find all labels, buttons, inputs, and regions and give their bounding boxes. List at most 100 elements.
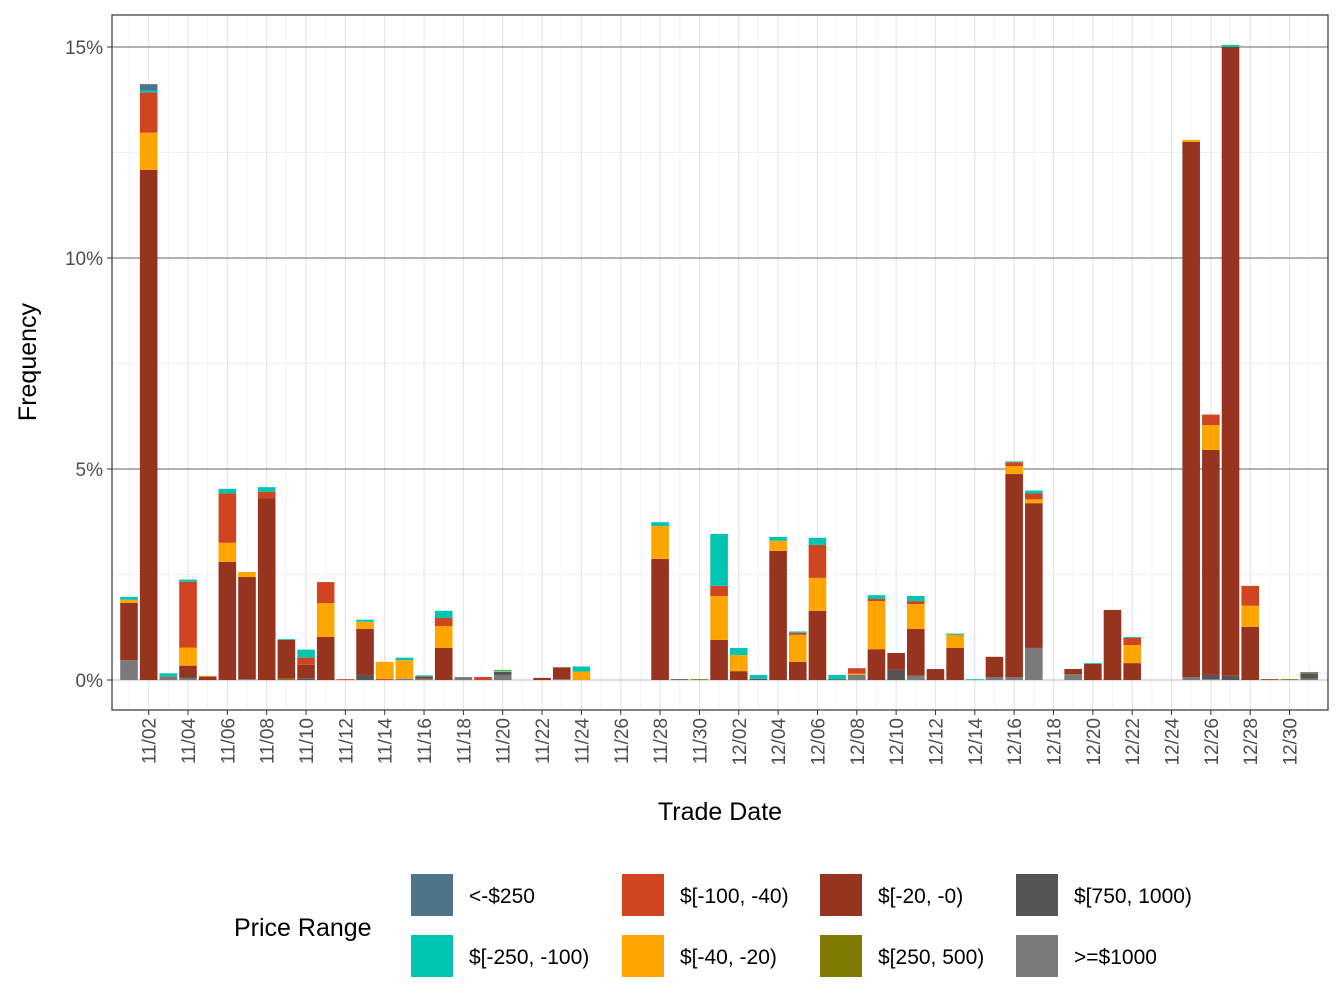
bar-segment bbox=[710, 639, 728, 680]
x-tick-label: 12/06 bbox=[808, 718, 829, 766]
x-tick-label: 12/30 bbox=[1281, 718, 1302, 766]
bar-segment bbox=[769, 536, 787, 541]
bar-segment bbox=[493, 671, 512, 672]
plot-panel-border bbox=[111, 14, 1329, 711]
x-tick-label: 12/18 bbox=[1044, 718, 1065, 766]
bar-segment bbox=[907, 675, 925, 680]
legend-key bbox=[820, 874, 862, 916]
bar-segment bbox=[828, 679, 846, 680]
bar-segment bbox=[297, 664, 315, 679]
bar-segment bbox=[729, 671, 748, 680]
bar-segment bbox=[867, 649, 886, 680]
bar-segment bbox=[710, 585, 728, 597]
bar-segment bbox=[788, 632, 807, 635]
bar-segment bbox=[749, 678, 768, 680]
bar-segment bbox=[1084, 663, 1102, 664]
x-tick-label: 12/22 bbox=[1123, 718, 1144, 766]
y-tick-label: 10% bbox=[65, 249, 103, 270]
bar-segment bbox=[277, 678, 296, 680]
bar-segment bbox=[808, 577, 827, 611]
bar-segment bbox=[1221, 47, 1240, 676]
bar-segment bbox=[139, 132, 158, 170]
bar-segment bbox=[1241, 585, 1259, 606]
bar-segment bbox=[198, 676, 217, 680]
bar-segment bbox=[788, 631, 807, 633]
bar-segment bbox=[159, 676, 178, 680]
bar-segment bbox=[179, 677, 197, 679]
bar-segment bbox=[769, 540, 787, 551]
x-tick-label: 11/24 bbox=[572, 718, 593, 765]
legend-key bbox=[622, 874, 664, 916]
bar-segment bbox=[690, 679, 709, 680]
bar-segment bbox=[257, 498, 276, 680]
bar-segment bbox=[395, 657, 414, 661]
bar-segment bbox=[533, 677, 551, 680]
bar-segment bbox=[946, 634, 964, 648]
bar-segment bbox=[139, 169, 158, 680]
bar-segment bbox=[710, 533, 728, 586]
bar-segment bbox=[1025, 493, 1043, 500]
bar-segment bbox=[1182, 677, 1200, 680]
bar-segment bbox=[1300, 673, 1318, 679]
bar-segment bbox=[1064, 669, 1082, 675]
bar-segment bbox=[316, 603, 335, 637]
bar-segment bbox=[1064, 674, 1082, 680]
x-tick-label: 11/08 bbox=[258, 718, 279, 764]
bar-segment bbox=[218, 488, 237, 494]
bar-segment bbox=[277, 639, 296, 640]
x-tick-label: 11/06 bbox=[218, 718, 239, 764]
bar-segment bbox=[1202, 414, 1220, 426]
legend-label: $[-40, -20) bbox=[680, 946, 777, 969]
bar-segment bbox=[1202, 679, 1220, 680]
bar-segment bbox=[572, 671, 591, 680]
bar-segment bbox=[395, 660, 414, 679]
y-axis-title: Frequency bbox=[14, 302, 42, 421]
legend-label: $[-250, -100) bbox=[469, 946, 589, 969]
bar-segment bbox=[1025, 499, 1043, 504]
x-axis: 11/02 11/04 11/06 11/08 11/10 11/12 11/14 11/16… bbox=[140, 710, 1302, 766]
bar-segment bbox=[218, 561, 237, 680]
legend-key bbox=[1016, 874, 1058, 916]
x-tick-label: 12/12 bbox=[926, 718, 947, 766]
bar-segment bbox=[847, 673, 866, 675]
bar-segment bbox=[1202, 450, 1220, 675]
x-tick-label: 11/02 bbox=[140, 718, 161, 764]
bar-segment bbox=[729, 655, 748, 672]
x-tick-label: 11/18 bbox=[454, 718, 475, 764]
bar-segment bbox=[434, 617, 453, 626]
x-tick-label: 12/26 bbox=[1202, 718, 1223, 766]
bar-segment bbox=[1280, 679, 1299, 680]
bar-segment bbox=[788, 661, 807, 680]
bar-segment bbox=[139, 92, 158, 133]
bar-segment bbox=[847, 668, 866, 674]
bar-segment bbox=[297, 657, 315, 665]
bar-segment bbox=[946, 647, 964, 680]
legend-title: Price Range bbox=[234, 914, 372, 942]
bar-segment bbox=[552, 667, 571, 680]
bar-segment bbox=[218, 493, 237, 543]
x-tick-label: 11/14 bbox=[376, 718, 397, 765]
bar-segment bbox=[552, 679, 571, 680]
bar-segment bbox=[985, 677, 1004, 680]
bar-segment bbox=[1202, 425, 1220, 451]
x-tick-label: 12/10 bbox=[887, 718, 908, 766]
bar-segment bbox=[808, 537, 827, 545]
bar-segment bbox=[1123, 663, 1141, 680]
bar-segment bbox=[1221, 44, 1240, 47]
legend-key bbox=[411, 935, 453, 977]
bar-segment bbox=[808, 544, 827, 578]
x-tick-label: 12/02 bbox=[730, 718, 751, 766]
bar-segment bbox=[651, 525, 669, 559]
bar-segment bbox=[749, 674, 768, 679]
x-tick-label: 11/04 bbox=[179, 718, 200, 765]
bar-segment bbox=[907, 596, 925, 602]
x-tick-label: 11/30 bbox=[690, 718, 711, 764]
y-tick-label: 0% bbox=[76, 671, 104, 692]
bar-segment bbox=[1005, 461, 1023, 463]
legend-key bbox=[411, 874, 453, 916]
bar-segment bbox=[218, 542, 237, 562]
y-tick-label: 15% bbox=[65, 38, 103, 59]
bar-segment bbox=[434, 625, 453, 648]
bar-segment bbox=[1123, 644, 1141, 664]
legend-label: $[-100, -40) bbox=[680, 885, 789, 908]
